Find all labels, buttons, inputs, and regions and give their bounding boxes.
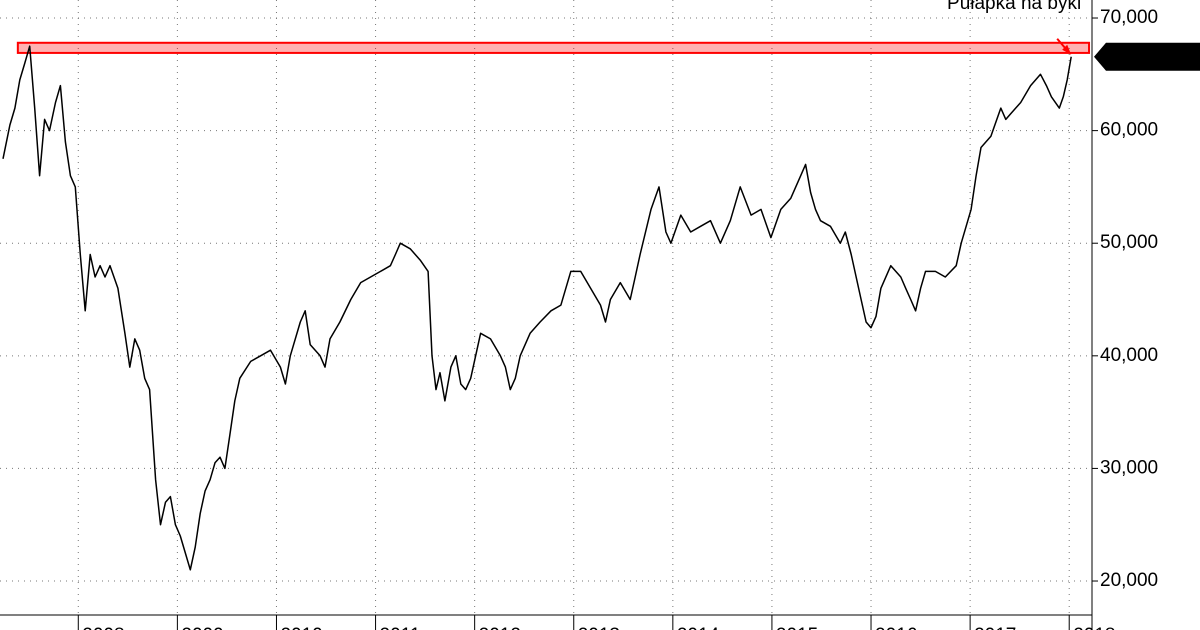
y-tick-label: 30,000 [1100,457,1158,478]
price-line [2,45,1072,571]
y-tick-label: 50,000 [1100,232,1158,253]
y-tick-label: 70,000 [1100,7,1158,28]
x-tick-label: 2012 [479,625,521,630]
x-tick-label: 2017 [974,625,1016,630]
y-tick-label: 40,000 [1100,345,1158,366]
x-tick-label: 2009 [181,625,223,630]
x-tick-label: 2008 [82,625,124,630]
last-price-label: 66,561.8 [1114,47,1188,68]
annotation-text: Pułapka na byki [947,0,1081,14]
x-tick-label: 2014 [677,625,720,630]
y-tick-label: 60,000 [1100,120,1158,141]
highlight-band [16,41,1091,54]
annotation-arrowhead [1062,44,1072,55]
x-tick-label: 2015 [776,625,818,630]
y-tick-label: 20,000 [1100,570,1158,591]
x-tick-label: 2013 [578,625,620,630]
last-price-tag [1094,42,1200,71]
x-tick-label: 2016 [875,625,917,630]
x-tick-label: 2018 [1073,625,1115,630]
x-tick-label: 2011 [380,625,421,630]
x-tick-label: 2010 [280,625,322,630]
